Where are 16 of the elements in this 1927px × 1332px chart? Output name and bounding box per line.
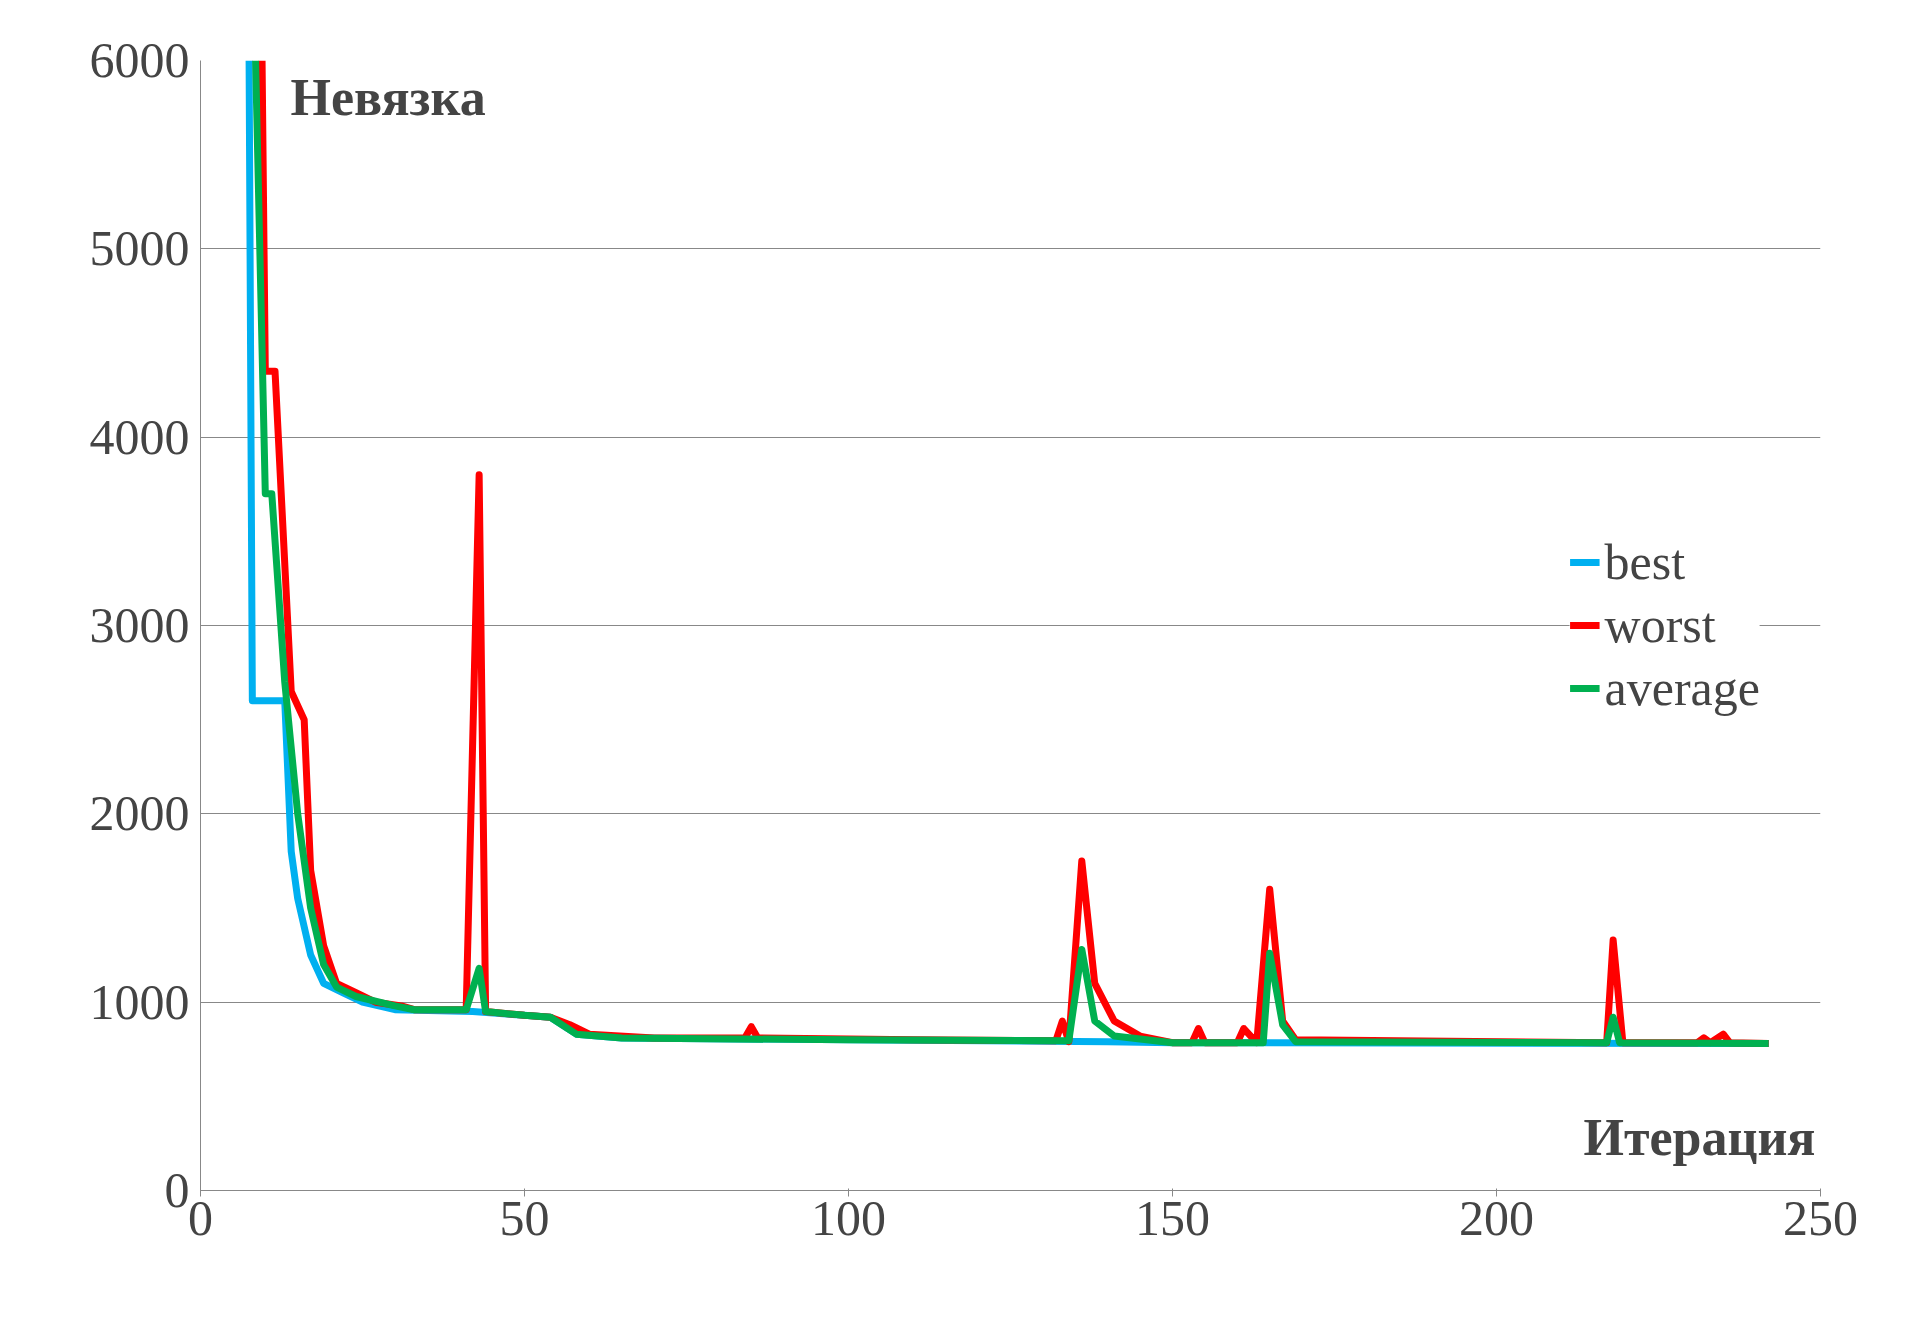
- y-tick-label: 2000: [89, 785, 190, 842]
- x-tick-label: 200: [1459, 1189, 1534, 1246]
- y-tick-label: 5000: [89, 220, 190, 277]
- y-tick-label: 4000: [89, 408, 190, 465]
- y-axis-title: Невязка: [290, 68, 486, 126]
- legend-label: worst: [1604, 596, 1716, 654]
- x-tick-label: 50: [499, 1189, 550, 1246]
- y-tick-label: 6000: [89, 32, 190, 88]
- x-tick-label: 250: [1783, 1189, 1858, 1246]
- y-tick-label: 1000: [89, 973, 190, 1030]
- x-axis-title: Итерация: [1583, 1108, 1816, 1166]
- legend-label: average: [1604, 659, 1760, 717]
- y-tick-label: 3000: [89, 597, 190, 653]
- x-tick-label: 150: [1135, 1189, 1210, 1246]
- legend-label: best: [1604, 533, 1686, 591]
- x-tick-label: 100: [811, 1189, 886, 1246]
